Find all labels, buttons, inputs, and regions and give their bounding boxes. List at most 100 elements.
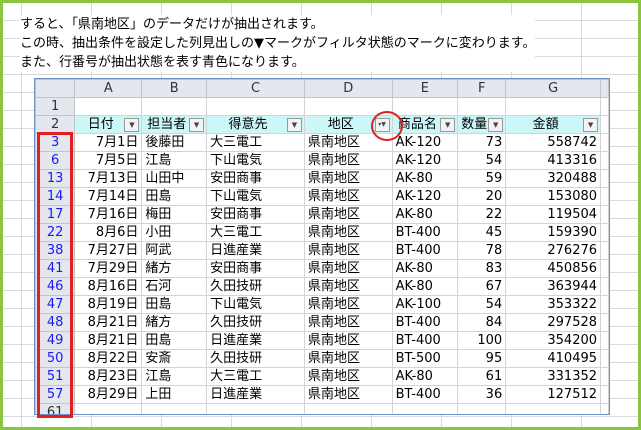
cell[interactable]: 354200 xyxy=(505,331,602,350)
cell[interactable]: 7月29日 xyxy=(74,259,143,278)
cell[interactable]: 県南地区 xyxy=(303,313,393,332)
cell[interactable]: BT-400 xyxy=(391,241,459,260)
cell[interactable]: 県南地区 xyxy=(303,349,393,368)
cell[interactable]: 7月14日 xyxy=(74,187,143,206)
row-header[interactable]: 50 xyxy=(35,349,76,368)
cell[interactable]: 8月16日 xyxy=(74,277,143,296)
cell[interactable]: 緒方 xyxy=(141,313,208,332)
column-header[interactable]: C xyxy=(206,79,305,98)
cell[interactable]: 安田商事 xyxy=(206,259,305,278)
cell[interactable]: 100 xyxy=(457,331,507,350)
cell[interactable]: 127512 xyxy=(505,385,602,404)
cell[interactable]: 下山電気 xyxy=(206,187,305,206)
cell[interactable]: 54 xyxy=(457,151,507,170)
filter-dropdown-button[interactable]: ▼ xyxy=(583,118,599,132)
cell[interactable]: 県南地区 xyxy=(303,367,393,386)
cell[interactable]: 県南地区 xyxy=(303,277,393,296)
cell[interactable]: 県南地区 xyxy=(303,331,393,350)
row-header[interactable]: 1 xyxy=(35,97,76,116)
cell[interactable]: 153080 xyxy=(505,187,602,206)
cell[interactable]: 安田商事 xyxy=(206,169,305,188)
cell[interactable]: 安斎 xyxy=(141,349,208,368)
row-header[interactable]: 38 xyxy=(35,241,76,260)
cell[interactable]: 久田技研 xyxy=(206,313,305,332)
cell[interactable]: BT-400 xyxy=(391,313,459,332)
cell[interactable]: 331352 xyxy=(505,367,602,386)
cell[interactable]: 後藤田 xyxy=(141,133,208,152)
cell[interactable]: 159390 xyxy=(505,223,602,242)
cell[interactable]: 下山電気 xyxy=(206,151,305,170)
row-header[interactable]: 41 xyxy=(35,259,76,278)
row-header[interactable]: 3 xyxy=(35,133,76,152)
cell[interactable]: 山田中 xyxy=(141,169,208,188)
cell[interactable]: 7月27日 xyxy=(74,241,143,260)
cell[interactable]: BT-400 xyxy=(391,331,459,350)
cell[interactable]: 日進産業 xyxy=(206,241,305,260)
row-header[interactable]: 22 xyxy=(35,223,76,242)
cell[interactable]: 県南地区 xyxy=(303,205,393,224)
cell[interactable]: 8月22日 xyxy=(74,349,143,368)
filter-dropdown-button[interactable]: ▼ xyxy=(440,118,456,132)
cell[interactable]: 7月16日 xyxy=(74,205,143,224)
cell[interactable]: 県南地区 xyxy=(303,385,393,404)
column-header[interactable]: F xyxy=(457,79,507,98)
cell[interactable]: 8月29日 xyxy=(74,385,143,404)
row-header[interactable]: 48 xyxy=(35,313,76,332)
cell[interactable]: 田島 xyxy=(141,295,208,314)
cell[interactable]: 36 xyxy=(457,385,507,404)
filter-dropdown-button[interactable]: ▼ xyxy=(189,118,205,132)
cell[interactable]: 江島 xyxy=(141,151,208,170)
cell[interactable]: 353322 xyxy=(505,295,602,314)
column-header[interactable]: B xyxy=(141,79,208,98)
cell[interactable]: 7月5日 xyxy=(74,151,143,170)
cell[interactable]: 県南地区 xyxy=(303,223,393,242)
cell[interactable]: 県南地区 xyxy=(303,169,393,188)
cell[interactable]: 7月13日 xyxy=(74,169,143,188)
cell[interactable]: 8月21日 xyxy=(74,331,143,350)
cell[interactable]: 久田技研 xyxy=(206,349,305,368)
cell[interactable]: 8月23日 xyxy=(74,367,143,386)
cell[interactable]: AK-80 xyxy=(391,277,459,296)
cell[interactable]: 450856 xyxy=(505,259,602,278)
cell[interactable]: 61 xyxy=(457,367,507,386)
cell[interactable]: 安田商事 xyxy=(206,205,305,224)
cell[interactable]: AK-120 xyxy=(391,187,459,206)
cell[interactable]: 県南地区 xyxy=(303,187,393,206)
cell[interactable]: 8月21日 xyxy=(74,313,143,332)
cell[interactable]: 119504 xyxy=(505,205,602,224)
cell[interactable]: 石河 xyxy=(141,277,208,296)
cell[interactable]: AK-100 xyxy=(391,295,459,314)
cell[interactable]: 久田技研 xyxy=(206,277,305,296)
cell[interactable]: 県南地区 xyxy=(303,241,393,260)
cell[interactable]: 410495 xyxy=(505,349,602,368)
cell[interactable]: AK-80 xyxy=(391,367,459,386)
column-header[interactable]: E xyxy=(391,79,459,98)
select-all-corner[interactable] xyxy=(35,79,76,98)
cell[interactable]: BT-400 xyxy=(391,223,459,242)
row-header[interactable]: 6 xyxy=(35,151,76,170)
cell[interactable]: 緒方 xyxy=(141,259,208,278)
row-header[interactable]: 46 xyxy=(35,277,76,296)
cell[interactable]: 8月19日 xyxy=(74,295,143,314)
cell[interactable]: AK-80 xyxy=(391,259,459,278)
row-header[interactable]: 61 xyxy=(35,403,76,414)
row-header[interactable]: 47 xyxy=(35,295,76,314)
cell[interactable]: 県南地区 xyxy=(303,295,393,314)
cell[interactable]: 95 xyxy=(457,349,507,368)
cell[interactable]: 297528 xyxy=(505,313,602,332)
cell[interactable]: AK-120 xyxy=(391,133,459,152)
cell[interactable]: 413316 xyxy=(505,151,602,170)
cell[interactable]: 45 xyxy=(457,223,507,242)
cell[interactable]: 梅田 xyxy=(141,205,208,224)
cell[interactable]: 276276 xyxy=(505,241,602,260)
cell[interactable]: 22 xyxy=(457,205,507,224)
cell[interactable]: 田島 xyxy=(141,187,208,206)
cell[interactable]: 363944 xyxy=(505,277,602,296)
filter-dropdown-button[interactable]: ▼ xyxy=(286,118,302,132)
cell[interactable]: 54 xyxy=(457,295,507,314)
cell[interactable]: 20 xyxy=(457,187,507,206)
cell[interactable]: 江島 xyxy=(141,367,208,386)
cell[interactable]: 83 xyxy=(457,259,507,278)
cell[interactable]: 67 xyxy=(457,277,507,296)
cell[interactable]: 59 xyxy=(457,169,507,188)
